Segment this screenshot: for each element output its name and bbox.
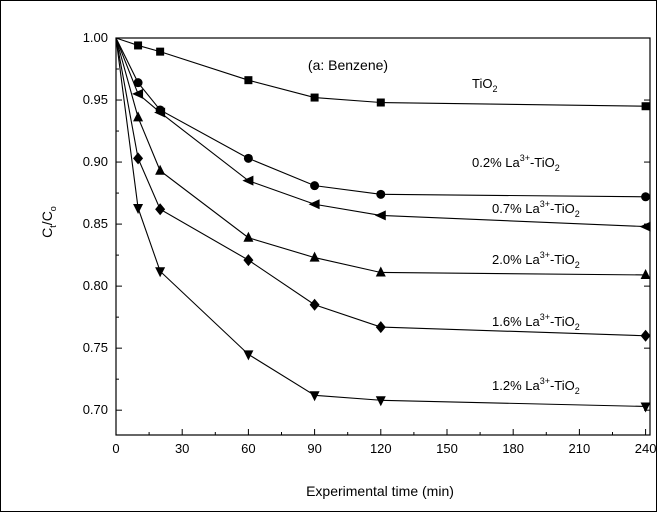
triangle-up-marker	[309, 251, 320, 262]
series-label-part: 0.2% La	[472, 155, 520, 170]
y-axis-label-main: C	[39, 228, 55, 238]
circle-marker	[376, 189, 386, 199]
series-label-part: 2	[555, 163, 560, 173]
triangle-down-marker	[243, 350, 254, 361]
y-axis-label: Ct/Co	[39, 206, 58, 238]
series-line	[115, 37, 646, 276]
square-marker	[134, 41, 143, 50]
y-axis-label-mid: /C	[39, 211, 55, 225]
series-label-part: -TiO	[550, 378, 575, 393]
series-label-part: 1.6% La	[492, 314, 540, 329]
triangle-up-marker	[375, 266, 386, 277]
series-label-part: 2	[575, 260, 580, 270]
square-marker	[376, 98, 385, 107]
square-marker	[244, 76, 253, 85]
diamond-marker	[375, 321, 386, 334]
square-marker	[641, 102, 650, 111]
series-label-part: 0.7% La	[492, 201, 540, 216]
series-label-part: 2	[492, 84, 497, 94]
triangle-left-marker	[242, 175, 254, 186]
triangle-up-marker	[133, 111, 144, 122]
series-label-part: 3+	[520, 153, 530, 163]
y-tick-label: 0.90	[83, 154, 108, 169]
series-label-part: 2.0% La	[492, 252, 540, 267]
series-label: 0.2% La3+-TiO2	[472, 153, 560, 173]
series-label: TiO2	[472, 76, 497, 94]
y-tick-label: 0.75	[83, 340, 108, 355]
y-axis-label-sub1: t	[48, 225, 58, 228]
y-tick-label: 0.95	[83, 92, 108, 107]
series-label-part: 3+	[540, 250, 550, 260]
y-tick-label: 0.70	[83, 402, 108, 417]
triangle-up-marker	[155, 164, 166, 175]
series-label-part: -TiO	[550, 314, 575, 329]
triangle-left-marker	[308, 199, 320, 210]
series-label-part: -TiO	[550, 252, 575, 267]
series-label-part: TiO	[472, 76, 492, 91]
circle-marker	[133, 78, 143, 88]
diamond-marker	[640, 329, 651, 342]
x-tick-label: 210	[569, 441, 591, 456]
diamond-marker	[133, 152, 144, 165]
axis-ticks: 0 30 60 90 120 150 180 210 240 1.00 0.95 0.90 0.85 0.…	[83, 30, 657, 456]
series-markers	[132, 41, 651, 413]
triangle-down-marker	[155, 267, 166, 278]
x-tick-label: 90	[307, 441, 321, 456]
series-label-part: 3+	[540, 376, 550, 386]
triangle-left-marker	[374, 210, 386, 221]
diamond-marker	[155, 203, 166, 216]
diamond-marker	[243, 254, 254, 267]
plot-axes	[115, 37, 651, 436]
series-label-part: 3+	[540, 312, 550, 322]
y-tick-label: 1.00	[83, 30, 108, 45]
triangle-left-marker	[154, 107, 166, 118]
x-tick-label: 30	[175, 441, 189, 456]
series-label: 2.0% La3+-TiO2	[492, 250, 580, 270]
x-tick-label: 240	[635, 441, 657, 456]
series-lines	[115, 37, 646, 408]
series-label-part: 2	[575, 386, 580, 396]
plot-border	[115, 37, 651, 436]
x-tick-label: 150	[436, 441, 458, 456]
diamond-marker	[309, 298, 320, 311]
series-label-part: 2	[575, 322, 580, 332]
x-tick-label: 0	[112, 441, 119, 456]
series-label-part: -TiO	[550, 201, 575, 216]
y-tick-label: 0.85	[83, 216, 108, 231]
triangle-down-marker	[640, 402, 651, 413]
series-label-part: 3+	[540, 199, 550, 209]
series-label-part: 1.2% La	[492, 378, 540, 393]
series-line	[115, 37, 646, 408]
square-marker	[310, 93, 319, 102]
square-marker	[156, 47, 165, 56]
y-tick-label: 0.80	[83, 278, 108, 293]
triangle-down-marker	[309, 391, 320, 402]
series-line	[115, 37, 646, 337]
series-label: 1.6% La3+-TiO2	[492, 312, 580, 332]
series-label: 1.2% La3+-TiO2	[492, 376, 580, 396]
y-axis-label-sub2: o	[48, 206, 58, 211]
x-tick-label: 180	[502, 441, 524, 456]
triangle-left-marker	[132, 88, 144, 99]
triangle-left-marker	[639, 221, 651, 232]
triangle-down-marker	[375, 396, 386, 407]
x-tick-label: 60	[241, 441, 255, 456]
chart-annotation: (a: Benzene)	[308, 57, 388, 73]
circle-marker	[641, 192, 651, 202]
series-label-part: -TiO	[530, 155, 555, 170]
triangle-up-marker	[243, 231, 254, 242]
triangle-up-marker	[640, 268, 651, 279]
series-label: 0.7% La3+-TiO2	[492, 199, 580, 219]
x-axis-label: Experimental time (min)	[306, 483, 454, 499]
x-tick-label: 120	[370, 441, 392, 456]
series-label-part: 2	[575, 209, 580, 219]
triangle-down-marker	[133, 203, 144, 214]
circle-marker	[310, 181, 320, 191]
circle-marker	[243, 153, 253, 163]
